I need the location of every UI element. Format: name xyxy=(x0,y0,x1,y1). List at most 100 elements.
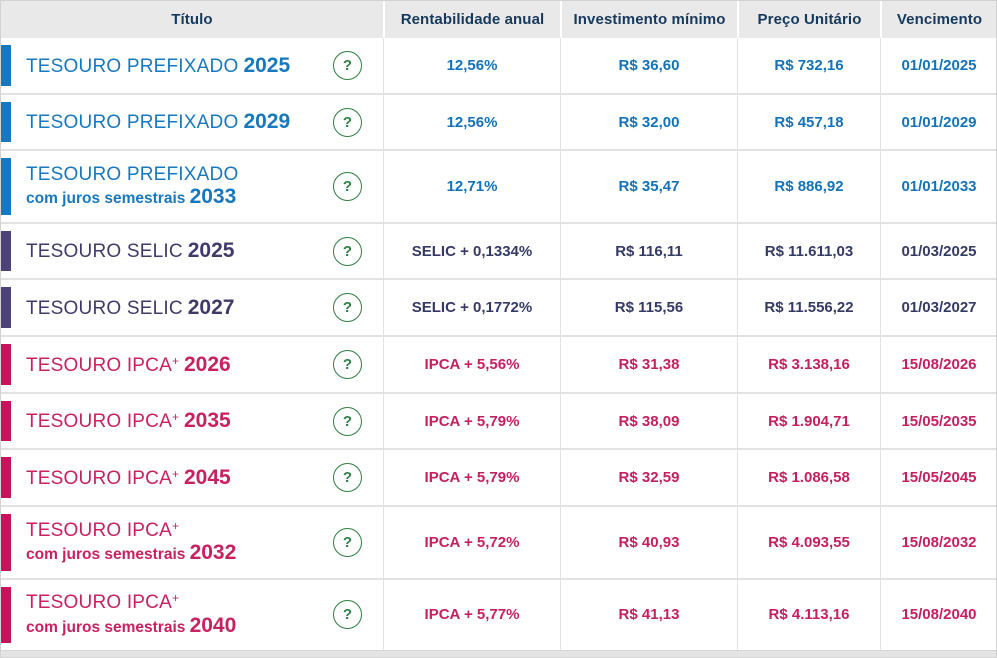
bond-unit-price: R$ 457,18 xyxy=(737,94,880,150)
help-icon[interactable]: ? xyxy=(333,463,362,493)
help-icon[interactable]: ? xyxy=(333,600,362,630)
help-icon[interactable]: ? xyxy=(333,50,362,80)
table-row[interactable]: TESOURO IPCA+ com juros semestrais 2032? I… xyxy=(1,505,996,578)
bond-name: TESOURO PREFIXADO xyxy=(26,55,239,77)
bond-color-bar xyxy=(1,344,11,385)
bond-maturity: 01/03/2025 xyxy=(880,223,996,279)
bond-title: TESOURO IPCA+ 2026 xyxy=(26,353,231,377)
bond-title: TESOURO PREFIXADO 2029 xyxy=(26,110,290,134)
bond-name: TESOURO PREFIXADO xyxy=(26,164,239,186)
bond-color-bar xyxy=(1,457,11,499)
bond-year: 2025 xyxy=(187,239,235,263)
bond-title-cell: TESOURO IPCA+ 2045? xyxy=(1,450,383,505)
table-row[interactable]: TESOURO PREFIXADO 2025? 12,56% R$ 36,60 R$ 7… xyxy=(1,38,996,93)
table-row[interactable]: TESOURO SELIC 2027? SELIC + 0,1772% R$ 115,… xyxy=(1,278,996,336)
help-icon[interactable]: ? xyxy=(333,236,362,266)
help-icon[interactable]: ? xyxy=(333,293,362,323)
bond-title: TESOURO PREFIXADO com juros semestrais 20… xyxy=(26,164,238,209)
bond-year: 2033 xyxy=(189,185,237,209)
bond-name: TESOURO IPCA xyxy=(26,519,172,541)
bond-title: TESOURO IPCA+ 2045 xyxy=(26,466,231,490)
bond-unit-price: R$ 11.556,22 xyxy=(737,280,880,336)
help-icon[interactable]: ? xyxy=(333,349,362,379)
bond-unit-price: R$ 11.611,03 xyxy=(737,223,880,279)
bond-title-cell: TESOURO PREFIXADO 2025? xyxy=(1,38,383,93)
column-header-preco: Preço Unitário xyxy=(737,1,880,38)
bond-name-superscript: + xyxy=(171,591,179,606)
table-row[interactable]: TESOURO PREFIXADO 2029? 12,56% R$ 32,00 R$ 4… xyxy=(1,92,996,150)
bond-subtitle: com juros semestrais xyxy=(26,546,186,564)
bond-min-investment: R$ 41,13 xyxy=(560,579,737,651)
bond-title: TESOURO IPCA+ com juros semestrais 2032 xyxy=(26,520,236,565)
bond-color-bar xyxy=(1,45,11,86)
bond-maturity: 15/08/2040 xyxy=(880,579,996,651)
bond-unit-price: R$ 732,16 xyxy=(737,38,880,93)
bond-rate: 12,71% xyxy=(383,151,560,222)
bond-rate: 12,56% xyxy=(383,94,560,150)
bond-color-bar xyxy=(1,586,11,644)
bond-name: TESOURO IPCA xyxy=(26,468,172,490)
bond-name: TESOURO IPCA xyxy=(26,592,172,614)
bond-name: TESOURO IPCA xyxy=(26,354,172,376)
bond-maturity: 01/01/2025 xyxy=(880,38,996,93)
table-row[interactable]: TESOURO IPCA+ 2045? IPCA + 5,79% R$ 32,59 R$… xyxy=(1,448,996,506)
table-row[interactable]: TESOURO IPCA+ 2026? IPCA + 5,56% R$ 31,38 R$… xyxy=(1,335,996,392)
help-icon[interactable]: ? xyxy=(333,107,362,137)
bond-unit-price: R$ 886,92 xyxy=(737,151,880,222)
bond-unit-price: R$ 3.138,16 xyxy=(737,337,880,392)
bond-unit-price: R$ 4.113,16 xyxy=(737,579,880,651)
bond-min-investment: R$ 116,11 xyxy=(560,223,737,279)
help-icon[interactable]: ? xyxy=(333,527,362,557)
table-row[interactable]: TESOURO IPCA+ com juros semestrais 2040? I… xyxy=(1,577,996,651)
bond-min-investment: R$ 35,47 xyxy=(560,151,737,222)
bond-title-cell: TESOURO PREFIXADO 2029? xyxy=(1,95,383,150)
bond-rate: IPCA + 5,79% xyxy=(383,450,560,506)
bond-color-bar xyxy=(1,400,11,442)
bond-title: TESOURO SELIC 2027 xyxy=(26,296,234,320)
bond-color-bar xyxy=(1,101,11,143)
bond-subtitle: com juros semestrais xyxy=(26,190,186,208)
bond-title-cell: TESOURO IPCA+ 2035? xyxy=(1,394,383,449)
bond-title-cell: TESOURO SELIC 2027? xyxy=(1,280,383,335)
bond-maturity: 15/05/2035 xyxy=(880,393,996,449)
help-icon[interactable]: ? xyxy=(333,172,362,202)
bond-name-superscript: + xyxy=(171,410,179,425)
table-row[interactable]: TESOURO SELIC 2025? SELIC + 0,1334% R$ 116,… xyxy=(1,221,996,279)
bond-title-cell: TESOURO PREFIXADO com juros semestrais 20… xyxy=(1,151,383,221)
bond-name-superscript: + xyxy=(171,353,179,368)
bond-min-investment: R$ 36,60 xyxy=(560,38,737,93)
bond-min-investment: R$ 31,38 xyxy=(560,337,737,392)
bond-color-bar xyxy=(1,158,11,215)
bond-title: TESOURO PREFIXADO 2025 xyxy=(26,54,290,78)
bond-rate: 12,56% xyxy=(383,38,560,93)
bond-year: 2040 xyxy=(189,613,237,637)
bond-title: TESOURO IPCA+ 2035 xyxy=(26,409,231,433)
bond-min-investment: R$ 38,09 xyxy=(560,393,737,449)
bond-title-cell: TESOURO IPCA+ com juros semestrais 2032? xyxy=(1,507,383,577)
bond-year: 2029 xyxy=(243,110,291,134)
bond-color-bar xyxy=(1,514,11,571)
bond-year: 2026 xyxy=(184,352,231,376)
bond-color-bar xyxy=(1,287,11,329)
bond-maturity: 15/05/2045 xyxy=(880,450,996,506)
bond-rate: IPCA + 5,72% xyxy=(383,507,560,578)
bond-min-investment: R$ 115,56 xyxy=(560,280,737,336)
column-header-vencimento: Vencimento xyxy=(880,1,996,38)
table-row[interactable]: TESOURO PREFIXADO com juros semestrais 20… xyxy=(1,149,996,222)
column-header-investimento: Investimento mínimo xyxy=(560,1,737,38)
help-icon[interactable]: ? xyxy=(333,406,362,436)
bond-min-investment: R$ 32,59 xyxy=(560,450,737,506)
bond-rate: SELIC + 0,1772% xyxy=(383,280,560,336)
bond-color-bar xyxy=(1,230,11,272)
bond-title-cell: TESOURO IPCA+ 2026? xyxy=(1,337,383,392)
bond-year: 2032 xyxy=(189,541,237,565)
table-row[interactable]: TESOURO IPCA+ 2035? IPCA + 5,79% R$ 38,09 R$… xyxy=(1,391,996,449)
bond-unit-price: R$ 1.904,71 xyxy=(737,393,880,449)
bond-title: TESOURO IPCA+ com juros semestrais 2040 xyxy=(26,592,236,637)
bond-name: TESOURO PREFIXADO xyxy=(26,112,239,134)
bond-min-investment: R$ 32,00 xyxy=(560,94,737,150)
bond-title-cell: TESOURO SELIC 2025? xyxy=(1,224,383,279)
bond-unit-price: R$ 1.086,58 xyxy=(737,450,880,506)
bond-name: TESOURO IPCA xyxy=(26,411,172,433)
